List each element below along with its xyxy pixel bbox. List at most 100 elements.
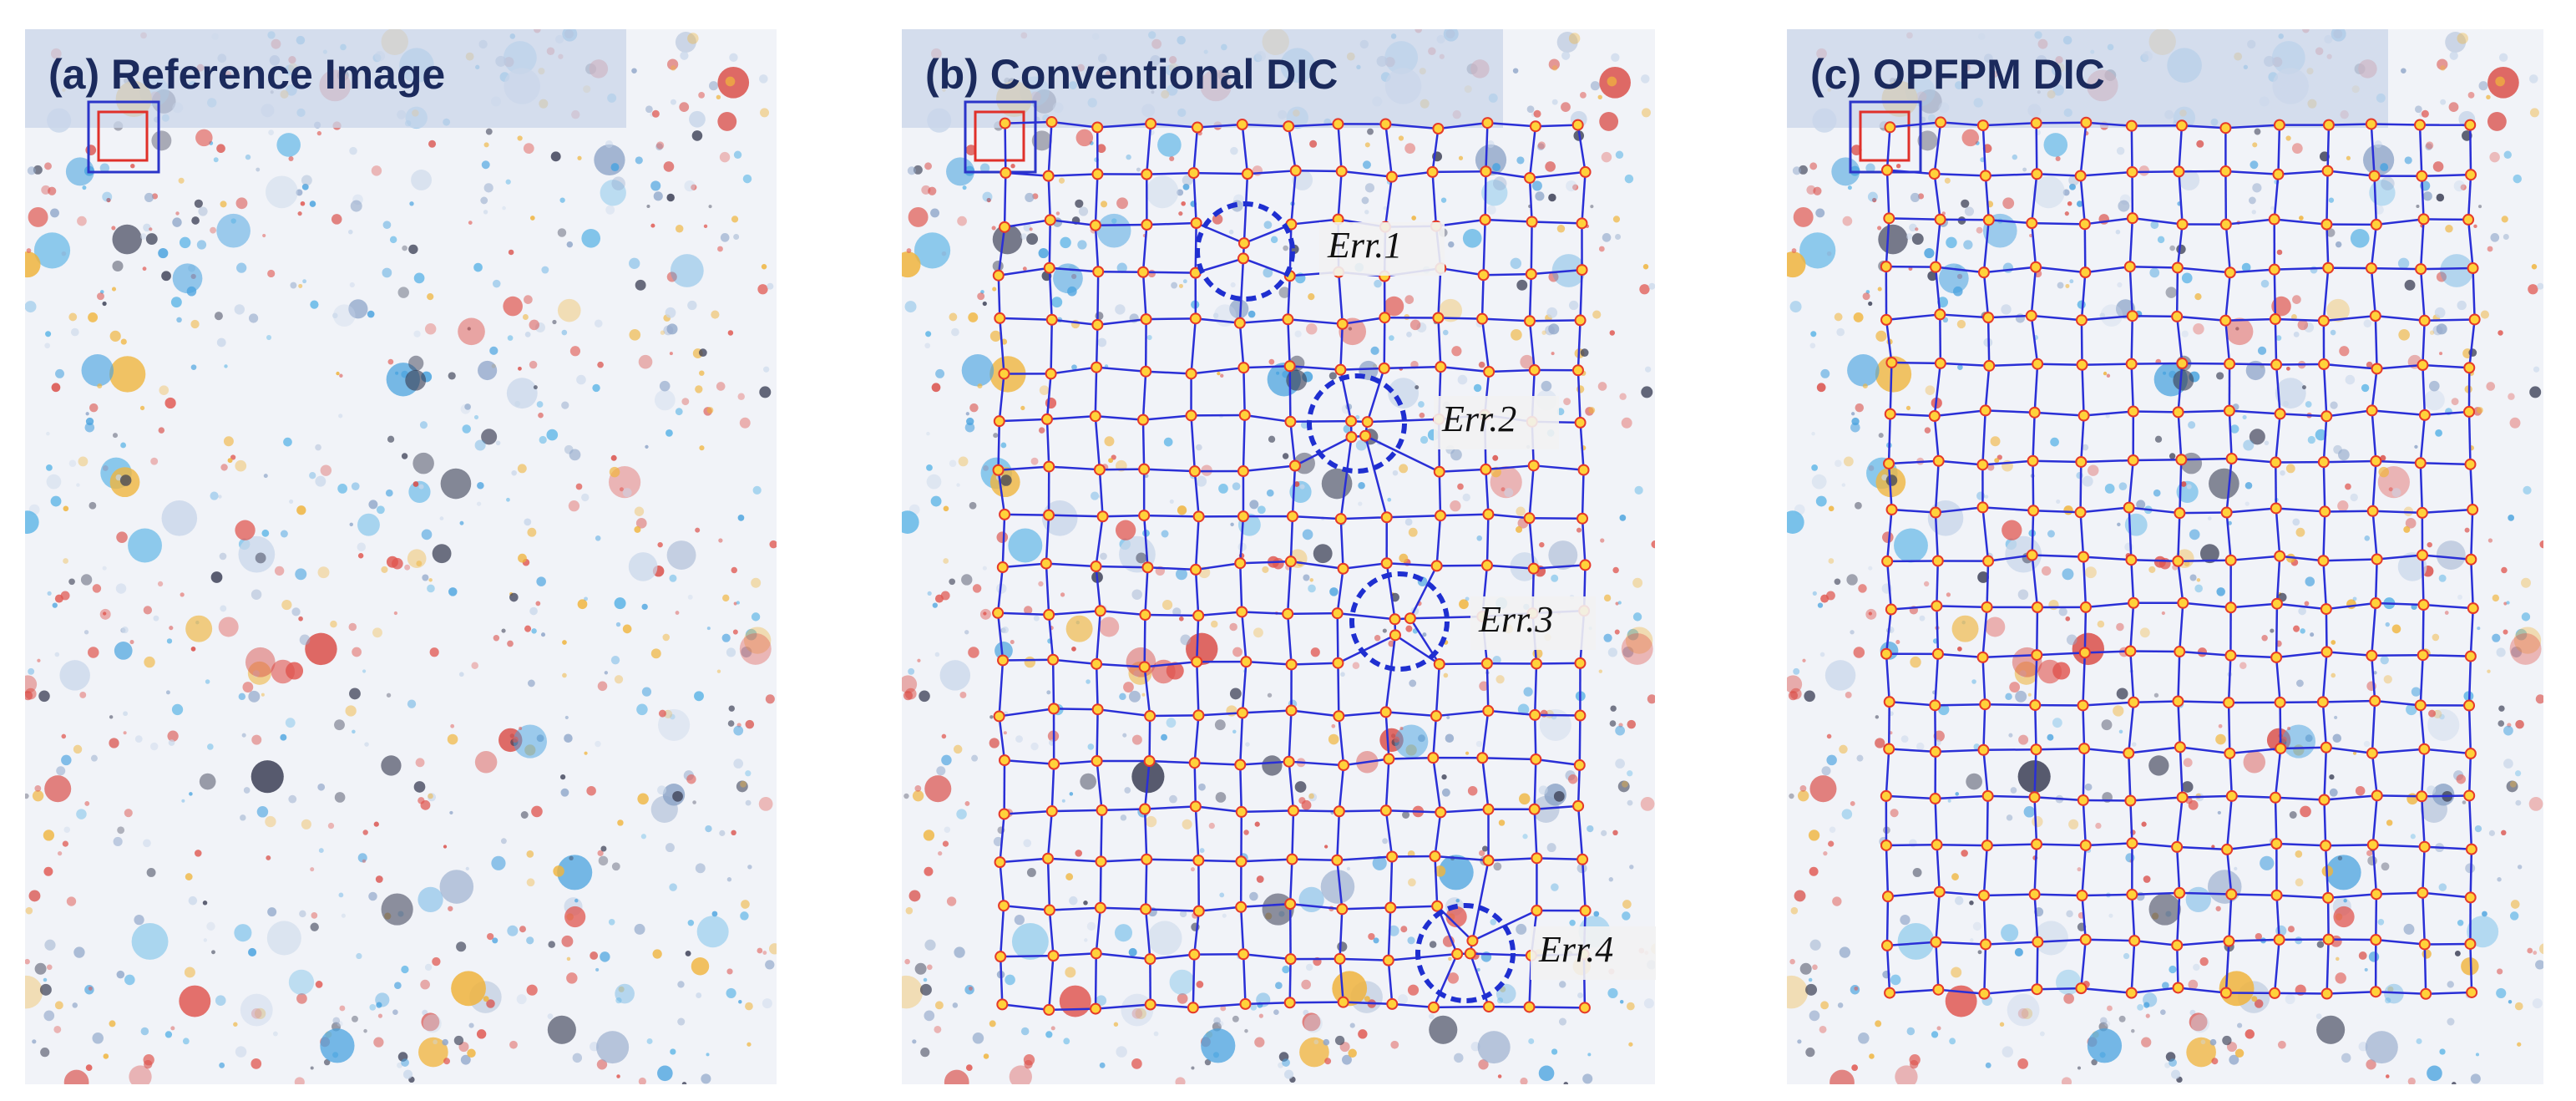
speckle xyxy=(2380,454,2386,461)
grid-edge xyxy=(1339,909,1344,959)
speckle xyxy=(1438,855,1474,890)
grid-node xyxy=(2032,358,2044,370)
speckle xyxy=(757,947,763,954)
speckle xyxy=(1478,361,1485,368)
grid-node xyxy=(1141,219,1153,231)
speckle xyxy=(2023,806,2036,818)
speckle xyxy=(301,183,309,190)
grid-node xyxy=(2221,843,2234,855)
speckle xyxy=(158,427,165,434)
speckle xyxy=(1624,174,1634,184)
speckle xyxy=(281,599,292,611)
grid-edge xyxy=(1432,953,1459,1008)
speckle xyxy=(251,1058,262,1069)
grid-edge xyxy=(2276,894,2329,900)
grid-edge xyxy=(2276,363,2325,366)
grid-node xyxy=(1237,362,1250,374)
grid-node xyxy=(1185,409,1197,422)
speckle xyxy=(2068,819,2079,830)
speckle xyxy=(650,180,661,191)
grid-edge xyxy=(1886,169,1935,175)
speckle xyxy=(1820,368,1830,378)
error-label-box xyxy=(1470,596,1596,650)
grid-edge xyxy=(999,814,1005,863)
speckle xyxy=(1919,615,1926,622)
speckle xyxy=(1146,335,1152,341)
grid-node xyxy=(1426,165,1439,178)
speckle xyxy=(741,900,750,909)
speckle xyxy=(2330,401,2338,409)
speckle xyxy=(296,505,306,515)
speckle xyxy=(1826,591,1835,601)
speckle xyxy=(1361,196,1369,205)
grid-edge xyxy=(1437,268,1442,318)
grid-edge xyxy=(2371,368,2378,411)
grid-edge xyxy=(1049,906,1101,911)
grid-edge xyxy=(1144,660,1197,668)
speckle xyxy=(1869,1053,1875,1059)
speckle xyxy=(954,946,965,958)
grid-edge xyxy=(1485,663,1490,711)
speckle xyxy=(2194,292,2202,301)
speckle xyxy=(2099,312,2106,319)
speckle xyxy=(79,692,87,698)
speckle xyxy=(2188,979,2199,990)
grid-node xyxy=(1332,657,1344,669)
grid-node xyxy=(2274,550,2286,562)
grid-node xyxy=(2126,837,2138,850)
speckle xyxy=(2260,279,2270,288)
grid-edge xyxy=(2037,363,2083,367)
speckle xyxy=(2436,193,2445,202)
speckle xyxy=(102,465,109,471)
speckle xyxy=(456,941,467,952)
speckle xyxy=(310,922,319,931)
grid-edge xyxy=(1536,857,1583,861)
speckle xyxy=(1191,1066,1195,1070)
speckle xyxy=(2270,205,2275,211)
speckle xyxy=(493,635,500,642)
speckle xyxy=(1122,733,1127,738)
speckle xyxy=(1854,986,1859,991)
speckle xyxy=(1551,99,1558,105)
grid-node xyxy=(1579,905,1592,917)
grid-edge xyxy=(1386,514,1441,519)
speckle xyxy=(1808,830,1820,841)
speckle xyxy=(112,433,119,439)
grid-node xyxy=(1978,987,1991,1000)
speckle xyxy=(677,1017,686,1026)
grid-node xyxy=(1044,214,1056,226)
grid-edge xyxy=(2279,702,2282,748)
speckle xyxy=(2386,819,2393,826)
speckle xyxy=(1309,140,1318,148)
grid-node xyxy=(1091,318,1104,331)
grid-edge xyxy=(1002,1003,1050,1012)
speckle xyxy=(393,611,398,616)
speckle xyxy=(190,364,197,370)
grid-edge xyxy=(2034,796,2083,802)
grid-edge xyxy=(2030,174,2038,224)
speckle xyxy=(742,174,752,184)
speckle xyxy=(1537,141,1546,150)
grid-node xyxy=(1476,312,1489,325)
grid-edge xyxy=(1935,703,1986,707)
speckle xyxy=(331,214,342,225)
speckle xyxy=(405,369,427,391)
speckle xyxy=(1526,105,1535,114)
speckle xyxy=(332,304,356,327)
speckle xyxy=(1788,691,1799,701)
speckle xyxy=(564,906,586,928)
speckle xyxy=(2271,296,2291,317)
speckle xyxy=(233,1022,238,1027)
speckle xyxy=(1178,211,1183,216)
grid-edge xyxy=(2080,415,2085,463)
speckle xyxy=(926,431,930,436)
speckle xyxy=(1448,241,1455,248)
speckle xyxy=(765,694,775,704)
grid-node xyxy=(2366,505,2379,517)
grid-edge xyxy=(2420,462,2471,466)
speckle xyxy=(989,330,1002,342)
grid-edge xyxy=(2178,700,2229,704)
speckle xyxy=(1493,862,1502,871)
speckle xyxy=(199,773,216,790)
grid-node xyxy=(999,221,1011,233)
